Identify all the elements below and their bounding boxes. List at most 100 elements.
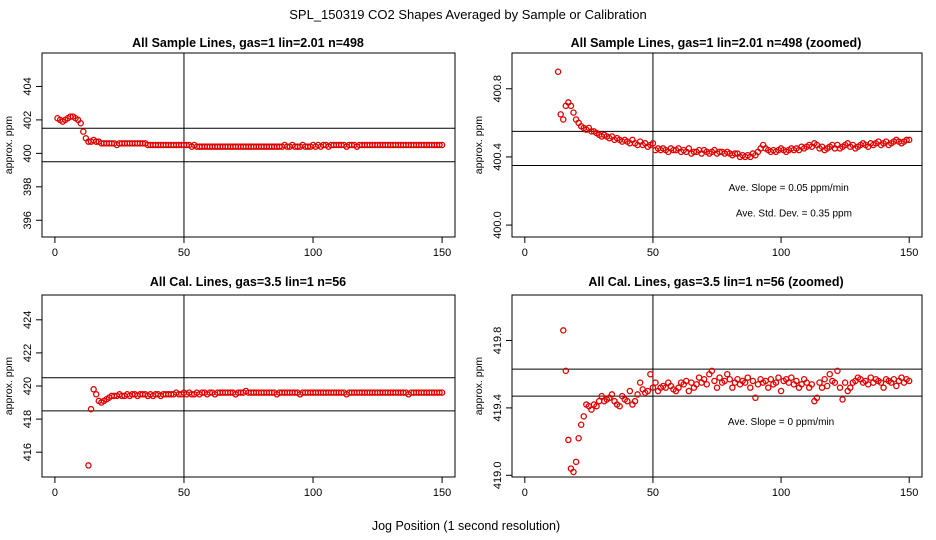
data-point [744, 374, 752, 381]
y-tick-label: 420 [22, 377, 34, 395]
data-point [649, 384, 657, 391]
data-point [562, 367, 570, 375]
data-point [772, 379, 780, 386]
data-point [557, 111, 564, 118]
y-tick-label: 396 [22, 211, 34, 229]
data-point [85, 462, 92, 469]
y-axis-label: approx. ppm [3, 357, 15, 416]
data-point [636, 379, 644, 386]
data-point [616, 402, 623, 410]
panel-2: All Sample Lines, gas=1 lin=2.01 n=498 (… [473, 36, 923, 259]
data-point [438, 141, 446, 149]
data-point [905, 136, 913, 144]
annotation: Ave. Slope = 0 ppm/min [728, 417, 834, 428]
data-point [570, 468, 577, 476]
data-point [92, 391, 100, 398]
data-point [836, 384, 844, 391]
x-tick-label: 100 [772, 487, 790, 499]
x-tick-label: 150 [433, 247, 451, 259]
data-point [565, 436, 572, 444]
plot-frame [41, 294, 456, 478]
panel-title: All Cal. Lines, gas=3.5 lin=1 n=56 [150, 275, 346, 289]
y-tick-label: 404 [22, 77, 34, 95]
y-tick-label: 400.8 [492, 75, 504, 103]
data-point [554, 68, 562, 75]
y-axis-label: approx. ppm [473, 357, 485, 416]
data-point [560, 116, 567, 123]
data-point [826, 370, 834, 378]
y-tick-label: 424 [22, 311, 34, 329]
data-point [741, 379, 749, 386]
data-point [731, 150, 739, 157]
data-point [634, 391, 641, 398]
x-tick-label: 0 [522, 487, 528, 499]
data-point [903, 136, 910, 144]
data-point [703, 381, 711, 388]
data-point [626, 387, 634, 395]
data-point [649, 140, 657, 147]
data-point [749, 377, 757, 385]
x-tick-label: 0 [52, 487, 58, 499]
data-point [624, 397, 631, 405]
data-point [708, 367, 716, 375]
data-point [580, 413, 588, 420]
data-point [80, 128, 87, 135]
x-tick-label: 0 [52, 247, 58, 259]
figure-xlabel: Jog Position (1 second resolution) [372, 519, 560, 533]
data-point [839, 396, 846, 403]
panel-1: All Sample Lines, gas=1 lin=2.01 n=498 0 5… [3, 36, 456, 259]
data-point [700, 376, 708, 383]
y-tick-label: 419.8 [492, 327, 504, 355]
y-tick-label: 400.0 [492, 211, 504, 239]
data-point [831, 379, 839, 386]
data-point [821, 376, 828, 383]
data-point [788, 374, 795, 381]
data-point [905, 377, 913, 385]
x-tick-label: 50 [178, 247, 190, 259]
y-tick-label: 402 [22, 111, 34, 129]
data-point [841, 379, 849, 386]
data-point [575, 434, 582, 442]
data-point [688, 379, 695, 386]
data-point [644, 387, 652, 395]
data-point [813, 394, 821, 402]
data-point [711, 377, 718, 385]
y-tick-label: 400 [22, 144, 34, 162]
data-point [713, 384, 721, 391]
figure-title: SPL_150319 CO2 Shapes Averaged by Sample… [289, 7, 647, 22]
data-series [85, 386, 446, 469]
data-point [877, 379, 885, 386]
data-series [560, 327, 913, 476]
x-tick-label: 50 [178, 487, 190, 499]
data-point [729, 384, 736, 391]
annotation: Ave. Std. Dev. = 0.35 ppm [736, 209, 852, 220]
panel-title: All Sample Lines, gas=1 lin=2.01 n=498 [132, 36, 364, 50]
y-axis-label: approx. ppm [3, 116, 15, 175]
panel-3: All Cal. Lines, gas=3.5 lin=1 n=56 0 50 100… [3, 275, 456, 499]
data-point [724, 370, 731, 378]
data-point [436, 141, 443, 149]
y-tick-label: 416 [22, 443, 34, 461]
plot-frame [511, 52, 923, 238]
data-point [716, 374, 723, 381]
data-point [608, 391, 616, 398]
data-point [816, 379, 823, 386]
data-point [588, 406, 595, 413]
data-point [90, 386, 97, 393]
data-point [87, 405, 95, 413]
data-point [747, 384, 754, 391]
data-point [767, 376, 775, 383]
data-point [675, 384, 682, 391]
y-tick-label: 422 [22, 344, 34, 362]
y-tick-label: 398 [22, 178, 34, 196]
x-tick-label: 0 [522, 247, 528, 259]
data-point [685, 387, 693, 395]
data-point [834, 367, 841, 375]
y-tick-label: 419.0 [492, 462, 504, 490]
data-point [593, 402, 600, 410]
data-point [893, 382, 900, 390]
panels: All Sample Lines, gas=1 lin=2.01 n=498 0 5… [3, 36, 923, 499]
panel-title: All Cal. Lines, gas=3.5 lin=1 n=56 (zoom… [588, 275, 843, 289]
data-point [793, 377, 800, 385]
